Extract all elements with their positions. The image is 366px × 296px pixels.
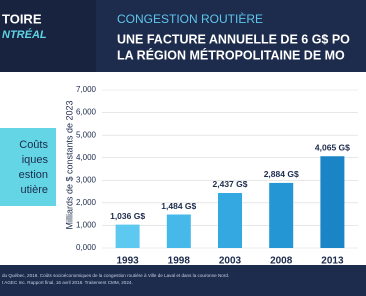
y-tick-label: 6,000 <box>76 108 97 117</box>
bar <box>269 182 294 248</box>
kicker: CONGESTION ROUTIÈRE <box>117 11 263 26</box>
y-axis-label: Milliards de $ constants de 2023 <box>64 100 74 229</box>
value-label: 2,437 G$ <box>213 179 248 189</box>
bar <box>166 214 191 248</box>
x-tick-label: 2008 <box>270 256 293 267</box>
bar <box>320 156 345 248</box>
title: LA RÉGION MÉTROPOLITAINE DE MO <box>117 47 345 62</box>
value-label: 4,065 G$ <box>315 142 350 152</box>
bar <box>115 224 140 248</box>
x-tick-label: 1998 <box>168 256 191 267</box>
side-box-line: estion <box>19 169 48 181</box>
side-box-line: Coûts <box>19 139 48 151</box>
side-box <box>0 128 56 206</box>
y-tick-label: 3,000 <box>76 175 97 184</box>
logo-line: NTRÉAL <box>2 28 47 41</box>
y-tick-label: 0,000 <box>76 243 97 252</box>
title: UNE FACTURE ANNUELLE DE 6 G$ PO <box>117 32 350 46</box>
footer-banner <box>0 265 366 296</box>
x-tick-label: 2003 <box>219 256 242 267</box>
logo-block <box>0 0 96 72</box>
x-tick-label: 1993 <box>116 256 139 267</box>
y-tick-label: 4,000 <box>76 153 97 162</box>
x-tick-label: 2013 <box>321 256 344 267</box>
y-tick-label: 5,000 <box>76 130 97 139</box>
bar <box>218 192 242 248</box>
logo-line: TOIRE <box>2 11 42 26</box>
y-tick-label: 7,000 <box>76 85 97 94</box>
side-box-text: Coûts iques estion utière <box>19 139 49 196</box>
value-label: 1,036 G$ <box>110 211 145 221</box>
side-box-line: iques <box>22 154 49 166</box>
footer-text: t AGEC Inc. Rapport final, 16 avril 2018… <box>2 280 133 285</box>
side-box-line: utière <box>20 184 48 196</box>
value-label: 1,484 G$ <box>161 201 196 211</box>
y-tick-label: 1,000 <box>76 221 97 230</box>
footer-text: du Québec, 2018. Coûts socioéconomiques … <box>2 273 229 278</box>
value-label: 2,884 G$ <box>264 169 299 179</box>
y-tick-label: 2,000 <box>76 198 97 207</box>
